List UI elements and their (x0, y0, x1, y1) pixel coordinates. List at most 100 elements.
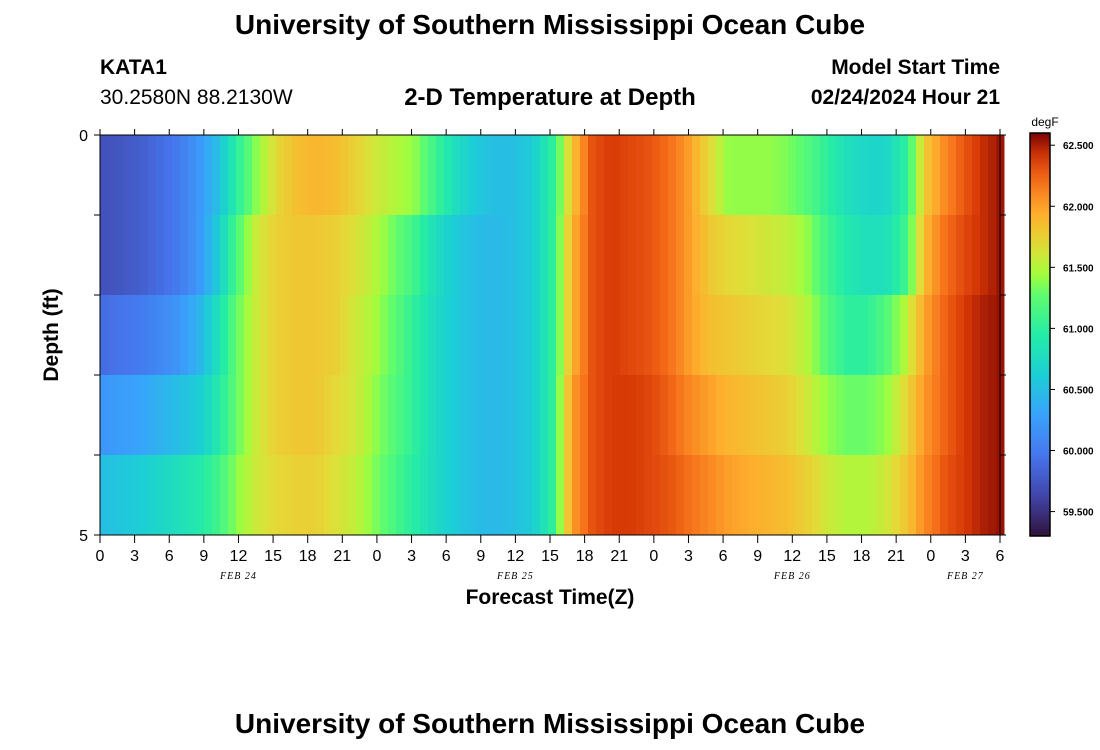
heatmap-cell (316, 375, 325, 456)
y-axis-label: Depth (ft) (40, 288, 63, 381)
heatmap-cell (788, 295, 797, 376)
heatmap-cell (788, 215, 797, 296)
heatmap-cell (316, 135, 325, 216)
heatmap-cell (516, 295, 525, 376)
heatmap-cell (700, 135, 709, 216)
heatmap-cell (748, 295, 757, 376)
heatmap-cell (676, 455, 685, 536)
heatmap-cell (564, 215, 573, 296)
heatmap-cell (612, 375, 621, 456)
heatmap-cell (300, 215, 309, 296)
heatmap-cell (580, 295, 589, 376)
heatmap-cell (452, 455, 461, 536)
heatmap-cell (332, 375, 341, 456)
heatmap-cell (300, 295, 309, 376)
heatmap-cell (564, 295, 573, 376)
heatmap-cell (268, 135, 277, 216)
heatmap-cell (916, 295, 925, 376)
heatmap-cell (772, 215, 781, 296)
heatmap-cell (396, 375, 405, 456)
heatmap-cell (884, 295, 893, 376)
heatmap-cell (164, 215, 173, 296)
heatmap-cell (652, 215, 661, 296)
heatmap-cell (884, 215, 893, 296)
heatmap-cell (756, 455, 765, 536)
heatmap-cell (116, 455, 125, 536)
heatmap-cell (476, 215, 485, 296)
heatmap-cell (236, 135, 245, 216)
heatmap-cell (716, 455, 725, 536)
heatmap-cell (420, 135, 429, 216)
heatmap-cell (140, 215, 149, 296)
heatmap-cell (412, 215, 421, 296)
heatmap-cell (964, 455, 973, 536)
x-tick-label: 18 (299, 548, 317, 565)
heatmap-cell (988, 375, 997, 456)
heatmap-cell (492, 135, 501, 216)
heatmap-cell (380, 295, 389, 376)
heatmap-cell (108, 375, 117, 456)
heatmap-cell (724, 295, 733, 376)
heatmap-cell (804, 455, 813, 536)
model-start-value: 02/24/2024 Hour 21 (810, 86, 1000, 109)
heatmap-cell (132, 295, 141, 376)
colorbar-unit: degF (1031, 115, 1058, 129)
heatmap-cell (244, 455, 253, 536)
heatmap-cell (204, 135, 213, 216)
heatmap-cell (340, 375, 349, 456)
heatmap-cell (636, 295, 645, 376)
heatmap-cell (220, 135, 229, 216)
heatmap-cell (716, 295, 725, 376)
heatmap-cell (196, 375, 205, 456)
heatmap-cell (844, 295, 853, 376)
heatmap-cell (212, 375, 221, 456)
heatmap-cell (260, 215, 269, 296)
heatmap-cell (172, 135, 181, 216)
heatmap-cell (284, 375, 293, 456)
heatmap-cell (852, 455, 861, 536)
heatmap-cell (180, 375, 189, 456)
heatmap-cell (492, 455, 501, 536)
heatmap-cell (508, 215, 517, 296)
heatmap-cell (860, 375, 869, 456)
chart-subtitle: 2-D Temperature at Depth (404, 84, 696, 111)
heatmap-cell (900, 295, 909, 376)
heatmap-cell (580, 215, 589, 296)
heatmap-cell (412, 295, 421, 376)
heatmap-cell (740, 455, 749, 536)
heatmap-cell (324, 375, 333, 456)
heatmap-cell (492, 295, 501, 376)
heatmap-cell (308, 455, 317, 536)
heatmap-cell (988, 135, 997, 216)
heatmap-cell (108, 215, 117, 296)
heatmap-cell (876, 455, 885, 536)
heatmap-cell (884, 135, 893, 216)
heatmap-cell (932, 295, 941, 376)
heatmap-cell (812, 215, 821, 296)
heatmap-cell (204, 455, 213, 536)
station-id: KATA1 (100, 56, 167, 79)
heatmap-cell (844, 375, 853, 456)
heatmap-cell (956, 455, 965, 536)
heatmap-cell (964, 135, 973, 216)
heatmap-cell (692, 455, 701, 536)
heatmap-cell (516, 215, 525, 296)
heatmap-cell (588, 455, 597, 536)
heatmap-cell (620, 295, 629, 376)
colorbar-tick-label: 62.500 (1063, 141, 1094, 152)
model-start-label: Model Start Time (831, 56, 1000, 79)
heatmap-cell (308, 215, 317, 296)
heatmap-cell (660, 455, 669, 536)
heatmap-cell (556, 295, 565, 376)
heatmap-cell (636, 135, 645, 216)
heatmap-cell (164, 375, 173, 456)
heatmap-cell (724, 455, 733, 536)
heatmap-cell (300, 455, 309, 536)
heatmap-cell (116, 135, 125, 216)
heatmap-cell (708, 295, 717, 376)
heatmap-cell (348, 295, 357, 376)
heatmap-cell (828, 375, 837, 456)
heatmap-cell (804, 135, 813, 216)
heatmap-cell (276, 455, 285, 536)
heatmap-cell (364, 455, 373, 536)
